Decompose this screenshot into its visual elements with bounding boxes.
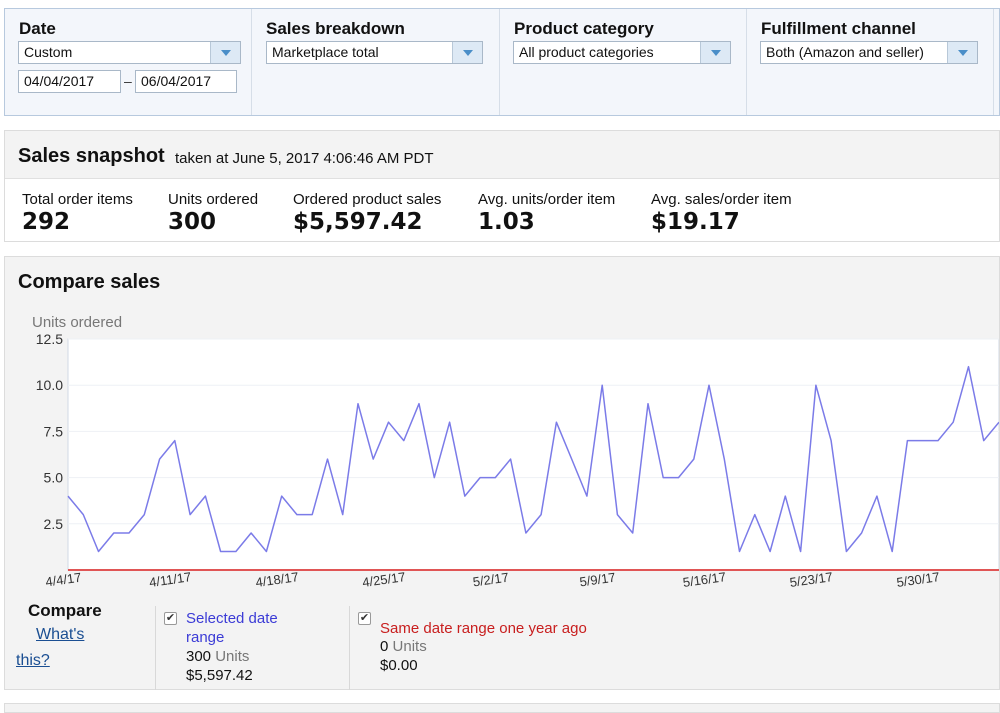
x-tick-label: 4/25/17 bbox=[361, 569, 406, 590]
units-value: 300 bbox=[186, 648, 212, 665]
chevron-down-icon[interactable] bbox=[947, 42, 977, 63]
selected-range-legend-name: Selected date range bbox=[186, 609, 278, 647]
date-from-input[interactable]: 04/04/2017 bbox=[18, 70, 121, 93]
metric-ordered-product-sales: Ordered product sales $5,597.42 bbox=[293, 191, 441, 235]
chart-y-axis-label: Units ordered bbox=[32, 314, 123, 331]
series-line bbox=[67, 365, 999, 553]
sales-breakdown-value: Marketplace total bbox=[272, 44, 379, 60]
sales-breakdown-filter: Sales breakdown Marketplace total bbox=[252, 9, 498, 115]
x-tick-label: 5/23/17 bbox=[789, 569, 834, 590]
year-ago-units: 0 Units bbox=[380, 638, 427, 655]
product-category-value: All product categories bbox=[519, 44, 654, 60]
date-range-separator: – bbox=[124, 73, 132, 89]
date-preset-select[interactable]: Custom bbox=[18, 41, 241, 64]
metric-avg-sales-per-order-item: Avg. sales/order item $19.17 bbox=[651, 191, 792, 235]
filter-divider bbox=[993, 9, 994, 115]
filter-divider bbox=[746, 9, 747, 115]
metric-value: 1.03 bbox=[478, 209, 535, 235]
metric-total-order-items: Total order items 292 bbox=[22, 191, 133, 235]
snapshot-header: Sales snapshot taken at June 5, 2017 4:0… bbox=[5, 131, 999, 179]
y-tick-label: 5.0 bbox=[44, 470, 64, 486]
filter-divider bbox=[251, 9, 252, 115]
x-tick-label: 4/18/17 bbox=[255, 569, 300, 590]
chevron-down-icon[interactable] bbox=[210, 42, 240, 63]
sales-snapshot-panel: Sales snapshot taken at June 5, 2017 4:0… bbox=[4, 130, 1000, 242]
year-ago-legend-name: Same date range one year ago bbox=[380, 620, 587, 637]
whats-this-link[interactable]: What's bbox=[36, 626, 85, 643]
x-tick-label: 4/11/17 bbox=[148, 569, 192, 590]
compare-sales-title: Compare sales bbox=[18, 271, 161, 293]
metric-value: $5,597.42 bbox=[293, 209, 423, 235]
selected-range-units: 300 Units bbox=[186, 648, 249, 665]
units-label: Units bbox=[215, 648, 250, 665]
fulfillment-channel-value: Both (Amazon and seller) bbox=[766, 44, 924, 60]
metric-label: Ordered product sales bbox=[293, 191, 442, 208]
snapshot-timestamp: taken at June 5, 2017 4:06:46 AM PDT bbox=[175, 150, 434, 167]
metric-label: Avg. units/order item bbox=[478, 191, 616, 208]
metric-label: Total order items bbox=[22, 191, 133, 208]
sales-breakdown-select[interactable]: Marketplace total bbox=[266, 41, 483, 64]
selected-range-checkbox[interactable]: ✔ bbox=[164, 612, 177, 625]
selected-range-name-line2: range bbox=[186, 629, 225, 646]
product-category-select[interactable]: All product categories bbox=[513, 41, 731, 64]
x-tick-label: 5/2/17 bbox=[472, 570, 510, 590]
filter-divider bbox=[499, 9, 500, 115]
y-tick-label: 12.5 bbox=[36, 332, 63, 347]
metric-units-ordered: Units ordered 300 bbox=[168, 191, 258, 235]
fulfillment-channel-label: Fulfillment channel bbox=[761, 19, 916, 38]
x-tick-label: 4/4/17 bbox=[44, 570, 82, 590]
snapshot-title: Sales snapshot bbox=[18, 145, 165, 167]
chevron-down-icon[interactable] bbox=[700, 42, 730, 63]
x-tick-label: 5/16/17 bbox=[682, 569, 727, 590]
fulfillment-channel-select[interactable]: Both (Amazon and seller) bbox=[760, 41, 978, 64]
legend-divider bbox=[155, 606, 156, 690]
date-preset-value: Custom bbox=[24, 44, 73, 60]
year-ago-sales: $0.00 bbox=[380, 657, 418, 674]
metric-avg-units-per-order-item: Avg. units/order item 1.03 bbox=[478, 191, 615, 235]
compare-sales-panel: Compare sales Units ordered 12.5 10.0 7.5 5… bbox=[4, 256, 1000, 690]
units-label: Units bbox=[392, 638, 427, 655]
x-tick-label: 5/30/17 bbox=[896, 569, 941, 590]
next-panel-strip bbox=[4, 703, 1000, 713]
metric-label: Units ordered bbox=[168, 191, 259, 208]
filter-bar: Date Custom 04/04/2017 – 06/04/2017 Sale… bbox=[4, 8, 1000, 116]
product-category-filter: Product category All product categories bbox=[500, 9, 745, 115]
units-value: 0 bbox=[380, 638, 389, 655]
product-category-label: Product category bbox=[514, 19, 654, 38]
metric-value: 300 bbox=[168, 209, 217, 235]
sales-breakdown-label: Sales breakdown bbox=[266, 19, 405, 38]
date-filter: Date Custom 04/04/2017 – 06/04/2017 bbox=[5, 9, 251, 115]
metric-value: 292 bbox=[22, 209, 71, 235]
year-ago-checkbox[interactable]: ✔ bbox=[358, 612, 371, 625]
selected-range-sales: $5,597.42 bbox=[186, 667, 253, 684]
y-tick-label: 7.5 bbox=[44, 423, 64, 439]
whats-this-link[interactable]: this? bbox=[16, 652, 50, 669]
y-tick-label: 2.5 bbox=[44, 516, 64, 532]
x-tick-label: 5/9/17 bbox=[579, 570, 617, 590]
fulfillment-channel-filter: Fulfillment channel Both (Amazon and sel… bbox=[747, 9, 992, 115]
chevron-down-icon[interactable] bbox=[452, 42, 482, 63]
units-ordered-chart[interactable]: 12.5 10.0 7.5 5.0 2.5 4/4/17 4/11/17 4/18/17 4/2… bbox=[5, 332, 999, 600]
legend-divider bbox=[349, 606, 350, 690]
selected-range-name-line1: Selected date bbox=[186, 610, 278, 627]
compare-label: Compare bbox=[28, 601, 102, 620]
metric-value: $19.17 bbox=[651, 209, 740, 235]
date-filter-label: Date bbox=[19, 19, 56, 38]
metric-label: Avg. sales/order item bbox=[651, 191, 792, 208]
y-tick-label: 10.0 bbox=[36, 377, 63, 393]
date-to-input[interactable]: 06/04/2017 bbox=[135, 70, 237, 93]
